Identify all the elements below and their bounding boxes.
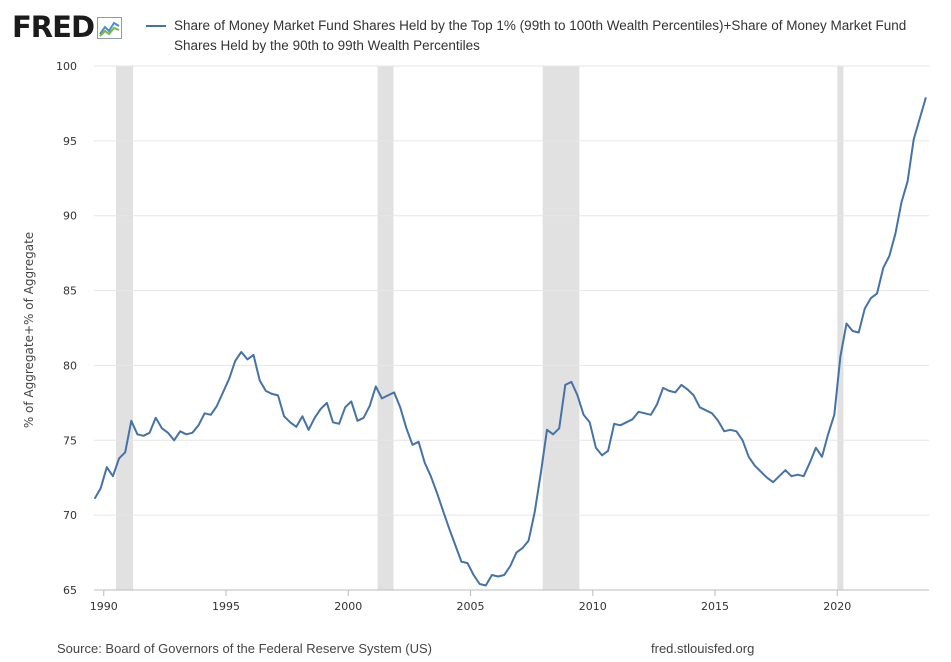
site-link[interactable]: fred.stlouisfed.org: [651, 641, 755, 656]
recession-band-0: [116, 66, 134, 590]
y-axis-ticks: 65 70 75 80 85 90 95 100: [56, 60, 77, 597]
recession-band-3: [837, 66, 844, 590]
x-tick-label-2000: 2000: [334, 600, 362, 613]
x-tick-label-1990: 1990: [90, 600, 118, 613]
x-tick-label-2015: 2015: [701, 600, 729, 613]
y-tick-label-95: 95: [63, 135, 77, 148]
legend-series-label: Share of Money Market Fund Shares Held b…: [174, 18, 907, 53]
recession-bands: [116, 66, 844, 590]
y-tick-label-75: 75: [63, 434, 77, 447]
y-tick-label-85: 85: [63, 285, 77, 298]
fred-chart-icon: [97, 17, 123, 39]
recession-band-1: [377, 66, 394, 590]
y-tick-label-80: 80: [63, 359, 77, 372]
recession-band-2: [542, 66, 580, 590]
fred-logo[interactable]: FRED: [12, 9, 123, 44]
source-note: Source: Board of Governors of the Federa…: [57, 641, 432, 656]
y-tick-label-90: 90: [63, 210, 77, 223]
y-axis-title: % of Aggregate+% of Aggregate: [22, 232, 36, 428]
x-tick-label-2005: 2005: [457, 600, 485, 613]
chart-legend: Share of Money Market Fund Shares Held b…: [146, 16, 926, 56]
x-axis-ticks: 1990 1995 2000 2005 2010 2015 2020: [90, 590, 851, 613]
x-tick-label-2010: 2010: [579, 600, 607, 613]
x-tick-label-1995: 1995: [212, 600, 240, 613]
fred-logo-text: FRED: [12, 9, 95, 44]
y-tick-label-70: 70: [63, 509, 77, 522]
legend-series-swatch: [146, 25, 166, 27]
y-tick-label-100: 100: [56, 60, 77, 73]
y-tick-label-65: 65: [63, 584, 77, 597]
series-line: [93, 97, 927, 587]
gridlines: [94, 65, 929, 516]
x-tick-label-2020: 2020: [823, 600, 851, 613]
